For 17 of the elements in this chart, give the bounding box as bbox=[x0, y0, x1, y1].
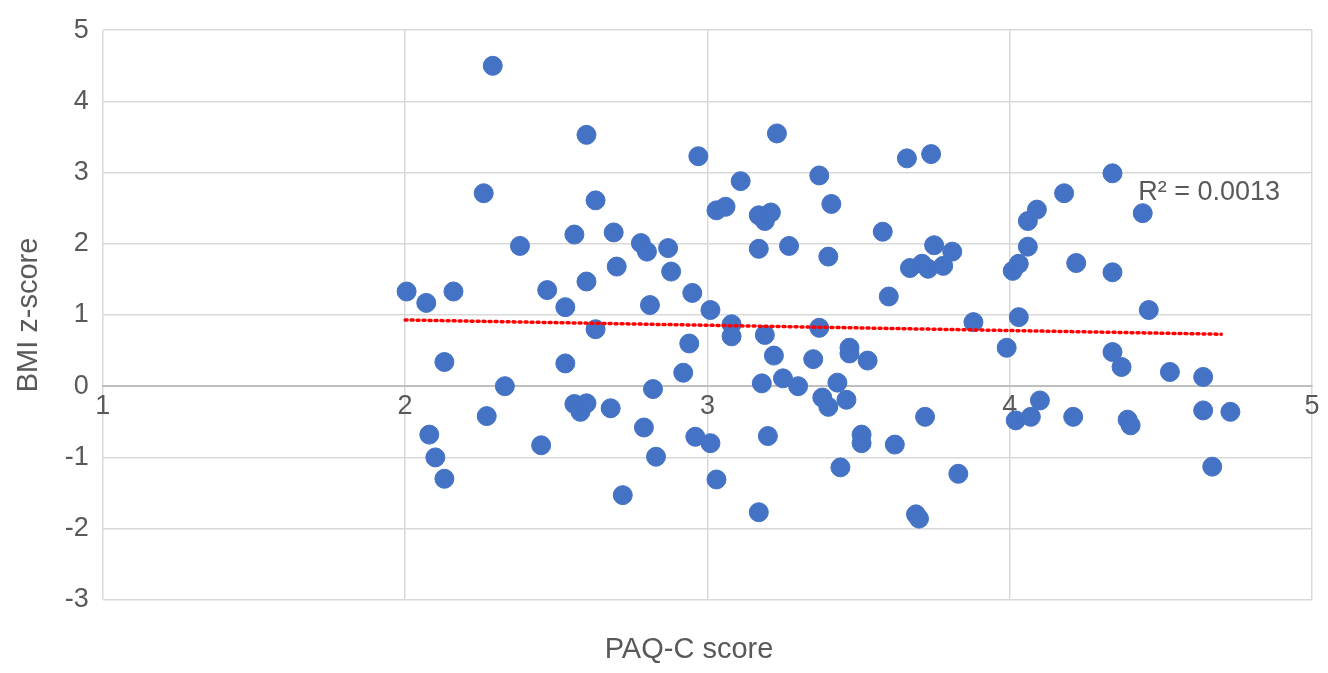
y-tick-label: -3 bbox=[64, 583, 89, 614]
x-axis-title: PAQ-C score bbox=[603, 632, 775, 665]
x-tick-label: 2 bbox=[397, 389, 413, 420]
y-tick-label: 3 bbox=[73, 156, 89, 187]
y-tick-label: -1 bbox=[64, 440, 89, 471]
y-tick-label: 4 bbox=[73, 84, 89, 115]
y-tick-label: 2 bbox=[73, 227, 89, 258]
y-tick-label: -2 bbox=[64, 512, 89, 543]
x-tick-label: 4 bbox=[1002, 389, 1018, 420]
y-axis-title: BMI z-score bbox=[11, 237, 44, 393]
y-tick-label: 5 bbox=[73, 13, 89, 44]
y-tick-label: 0 bbox=[73, 369, 89, 400]
x-tick-label: 5 bbox=[1304, 389, 1320, 420]
annotation: R² = 0.0013 bbox=[1138, 175, 1281, 206]
x-tick-label: 3 bbox=[699, 389, 715, 420]
x-tick-label: 1 bbox=[95, 389, 111, 420]
y-tick-label: 1 bbox=[73, 298, 89, 329]
